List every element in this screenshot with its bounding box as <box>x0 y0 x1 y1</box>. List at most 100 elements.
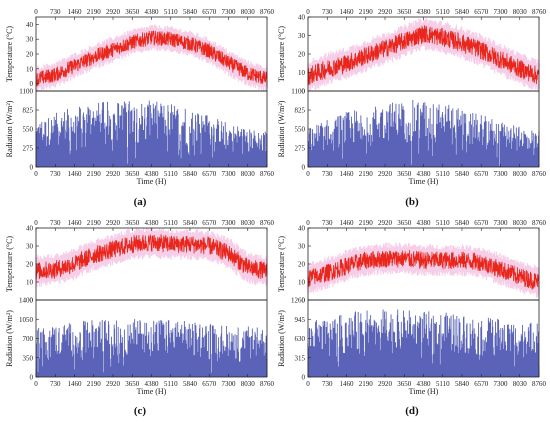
temperature-y-tick-label: 10 <box>298 279 306 287</box>
x-tick-label-bottom: 2920 <box>378 170 393 178</box>
x-tick-label-top: 5110 <box>164 8 178 16</box>
radiation-series <box>35 100 268 167</box>
x-tick-label-top: 2920 <box>378 219 393 227</box>
temperature-y-tick-label: 10 <box>298 69 306 77</box>
x-tick-label-bottom: 2190 <box>359 380 374 388</box>
radiation-y-tick-label: 0 <box>302 374 306 382</box>
x-tick-label-top: 8760 <box>532 219 547 227</box>
x-tick-label-bottom: 4380 <box>145 380 160 388</box>
x-tick-label-top: 8760 <box>260 8 275 16</box>
x-tick-label-top: 7300 <box>494 8 509 16</box>
radiation-series <box>35 319 268 377</box>
x-tick-label-bottom: 4380 <box>145 170 160 178</box>
x-tick-label-bottom: 5840 <box>455 380 470 388</box>
x-tick-label-top: 8760 <box>260 219 275 227</box>
x-tick-label-top: 7300 <box>222 219 237 227</box>
temperature-series <box>35 30 268 87</box>
x-tick-label-top: 1460 <box>340 219 355 227</box>
temperature-y-tick-label: 40 <box>26 21 34 29</box>
x-tick-label-bottom: 1460 <box>340 380 355 388</box>
temperature-y-tick-label: 30 <box>298 32 306 40</box>
x-tick-label-bottom: 7300 <box>222 380 237 388</box>
radiation-axis-label: Radiation (W/m²) <box>277 100 286 157</box>
x-tick-label-bottom: 4380 <box>417 170 432 178</box>
x-tick-label-top: 0 <box>34 219 38 227</box>
x-tick-label-top: 730 <box>322 8 333 16</box>
temperature-y-tick-label: 0 <box>30 80 34 88</box>
radiation-axis-label: Radiation (W/m²) <box>5 310 14 367</box>
x-tick-label-top: 1460 <box>68 219 83 227</box>
x-tick-label-top: 5840 <box>455 8 470 16</box>
x-tick-label-top: 2920 <box>106 8 121 16</box>
radiation-y-tick-label: 0 <box>30 374 34 382</box>
radiation-axis-label: Radiation (W/m²) <box>5 100 14 157</box>
radiation-series <box>307 100 540 167</box>
x-tick-label-top: 730 <box>50 8 61 16</box>
radiation-y-tick-label: 630 <box>295 335 306 343</box>
temperature-y-tick-label: 20 <box>298 51 306 59</box>
x-tick-label-top: 4380 <box>417 219 432 227</box>
panel-label: (c) <box>134 405 147 417</box>
x-tick-label-top: 5840 <box>455 219 470 227</box>
x-tick-label-top: 3650 <box>397 219 412 227</box>
x-tick-label-bottom: 0 <box>34 380 38 388</box>
x-tick-label-top: 6570 <box>202 219 217 227</box>
x-tick-label-bottom: 1460 <box>68 170 83 178</box>
x-tick-label-bottom: 8760 <box>532 380 547 388</box>
radiation-y-tick-label: 1400 <box>19 297 34 305</box>
x-tick-label-top: 2920 <box>378 8 393 16</box>
x-tick-label-bottom: 5110 <box>164 380 178 388</box>
x-tick-label-bottom: 0 <box>306 380 310 388</box>
x-tick-label-bottom: 2190 <box>87 380 102 388</box>
x-tick-label-top: 5110 <box>436 219 450 227</box>
radiation-y-tick-label: 0 <box>302 164 306 172</box>
time-axis-label: Time (H) <box>409 177 439 186</box>
radiation-y-tick-label: 1100 <box>291 88 305 96</box>
temperature-series <box>35 234 268 280</box>
x-tick-label-bottom: 5110 <box>436 380 450 388</box>
temperature-y-tick-label: 30 <box>298 243 306 251</box>
x-tick-label-bottom: 0 <box>306 170 310 178</box>
temperature-y-tick-label: 20 <box>26 261 34 269</box>
x-tick-label-bottom: 2920 <box>106 380 121 388</box>
x-tick-label-top: 2920 <box>106 219 121 227</box>
temperature-series <box>307 25 540 85</box>
radiation-y-tick-label: 550 <box>23 126 34 134</box>
temperature-y-tick-label: 40 <box>298 14 306 22</box>
x-tick-label-bottom: 5110 <box>436 170 450 178</box>
time-axis-label: Time (H) <box>137 387 167 396</box>
x-tick-label-bottom: 8030 <box>241 170 256 178</box>
x-tick-label-bottom: 1460 <box>68 380 83 388</box>
time-axis-label: Time (H) <box>137 177 167 186</box>
x-tick-label-bottom: 8760 <box>260 170 275 178</box>
radiation-y-tick-label: 275 <box>295 145 306 153</box>
x-tick-label-bottom: 2190 <box>87 170 102 178</box>
radiation-y-tick-label: 315 <box>295 354 306 362</box>
x-tick-label-bottom: 7300 <box>494 170 509 178</box>
x-tick-label-bottom: 5110 <box>164 170 178 178</box>
chart-panel-4: 0073073014601460219021902920292036503650… <box>277 219 547 417</box>
temperature-y-tick-label: 0 <box>302 88 306 96</box>
x-tick-label-bottom: 6570 <box>202 170 217 178</box>
x-tick-label-bottom: 8760 <box>532 170 547 178</box>
temperature-y-tick-label: 40 <box>298 225 306 233</box>
x-tick-label-bottom: 1460 <box>340 170 355 178</box>
x-tick-label-top: 730 <box>322 219 333 227</box>
x-tick-label-top: 5110 <box>164 219 178 227</box>
temperature-y-tick-label: 40 <box>26 225 34 233</box>
radiation-y-tick-label: 1260 <box>291 297 306 305</box>
x-tick-label-bottom: 0 <box>34 170 38 178</box>
x-tick-label-bottom: 7300 <box>222 170 237 178</box>
temperature-y-tick-label: 20 <box>26 51 34 59</box>
temperature-y-tick-label: 30 <box>26 243 34 251</box>
radiation-y-tick-label: 700 <box>23 335 34 343</box>
x-tick-label-top: 7300 <box>494 219 509 227</box>
x-tick-label-top: 5840 <box>183 8 198 16</box>
x-tick-label-bottom: 2190 <box>359 170 374 178</box>
x-tick-label-top: 6570 <box>474 219 489 227</box>
temperature-axis-label: Temperature (°C) <box>5 236 14 293</box>
x-tick-label-bottom: 8030 <box>513 380 528 388</box>
radiation-y-tick-label: 945 <box>295 316 306 324</box>
temperature-axis-label: Temperature (°C) <box>277 236 286 293</box>
x-tick-label-bottom: 7300 <box>494 380 509 388</box>
